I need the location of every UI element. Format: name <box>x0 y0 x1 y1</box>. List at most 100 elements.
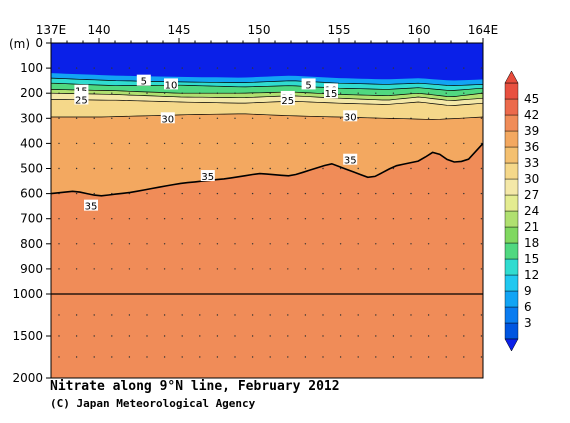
isoline-label-bg <box>136 74 151 86</box>
sample-dot <box>392 192 395 195</box>
isoline-label: 25 <box>75 95 88 106</box>
sample-dot <box>357 92 359 94</box>
sample-dot <box>234 192 236 195</box>
sample-dot <box>304 243 307 245</box>
sample-dot <box>181 356 183 358</box>
colorbar-label: 45 <box>524 92 539 106</box>
sample-dot <box>304 67 307 69</box>
sample-dot <box>445 92 447 94</box>
isoline-label-bg <box>343 153 358 165</box>
sample-dot <box>75 356 78 358</box>
sample-dot <box>111 335 113 337</box>
sample-dot <box>392 67 395 69</box>
sample-dot <box>128 117 131 120</box>
colorbar-label: 12 <box>524 268 539 282</box>
sample-dot <box>234 117 236 120</box>
sample-dot <box>234 314 236 316</box>
sample-dot <box>75 192 78 195</box>
sample-dot <box>199 314 201 316</box>
sample-dot <box>463 268 465 270</box>
sample-dot <box>445 356 447 358</box>
surface-band <box>51 43 483 81</box>
sample-dot <box>58 167 60 170</box>
sample-dot <box>392 314 395 316</box>
sample-dot <box>410 192 412 195</box>
sample-dot <box>128 167 131 170</box>
sample-dot <box>163 218 166 220</box>
isoline-label-bg <box>164 78 178 90</box>
sample-dot <box>234 142 236 145</box>
colorbar-label: 15 <box>524 252 539 266</box>
sample-dot <box>322 192 324 195</box>
sample-dot <box>251 356 254 358</box>
sample-dot <box>58 314 60 316</box>
sample-dot <box>322 356 324 358</box>
sample-dot <box>269 218 271 220</box>
sample-dot <box>375 335 377 337</box>
sample-dot <box>427 268 430 270</box>
sample-dot <box>357 356 359 358</box>
sample-dot <box>111 268 113 270</box>
sample-dot <box>58 67 60 69</box>
sample-dot <box>146 92 148 94</box>
x-tick-label: 155 <box>328 23 351 37</box>
sample-dot <box>111 243 113 245</box>
sample-dot <box>128 243 131 245</box>
sample-dot <box>269 314 271 316</box>
sample-dot <box>445 167 447 170</box>
sample-dot <box>339 268 342 270</box>
sample-dot <box>410 243 412 245</box>
sample-dot <box>269 268 271 270</box>
isoline-15 <box>51 89 483 97</box>
sample-dot <box>216 218 219 220</box>
sample-dot <box>93 268 95 270</box>
sample-dot <box>445 268 447 270</box>
sample-dot <box>445 142 447 145</box>
isoline-label-bg <box>74 84 89 96</box>
sample-dot <box>339 92 342 94</box>
sample-dot <box>410 335 412 337</box>
isoline-label: 15 <box>325 89 338 100</box>
sample-dot <box>216 117 219 120</box>
sample-dot <box>410 218 412 220</box>
sample-dot <box>216 192 219 195</box>
sample-dot <box>199 167 201 170</box>
isolines <box>51 77 483 197</box>
sample-dot <box>146 314 148 316</box>
sample-dot <box>216 356 219 358</box>
sample-dot <box>58 142 60 145</box>
sample-dot <box>111 356 113 358</box>
y-tick-label: 600 <box>20 187 43 201</box>
sample-dot <box>357 167 359 170</box>
y-tick-label: 0 <box>35 36 43 50</box>
sample-dot <box>339 314 342 316</box>
sample-dot <box>357 192 359 195</box>
sample-dot <box>339 117 342 120</box>
sample-dot <box>410 67 412 69</box>
sample-dot <box>322 314 324 316</box>
sample-dot <box>463 243 465 245</box>
sample-dot <box>322 117 324 120</box>
sample-dot <box>322 335 324 337</box>
colorbar-label: 21 <box>524 220 539 234</box>
sample-dot <box>427 218 430 220</box>
sample-dot <box>445 243 447 245</box>
y-tick-label: 100 <box>20 61 43 75</box>
sample-dot <box>410 142 412 145</box>
sample-dot <box>392 218 395 220</box>
sample-dot <box>93 192 95 195</box>
sample-dot <box>146 243 148 245</box>
colorbar-segment <box>504 114 519 132</box>
sample-dot <box>251 335 254 337</box>
sample-dot <box>427 142 430 145</box>
sample-dot <box>181 142 183 145</box>
sample-dot <box>181 335 183 337</box>
sample-dot <box>357 67 359 69</box>
sample-dot <box>75 67 78 69</box>
sample-dot <box>146 218 148 220</box>
sample-dot <box>216 142 219 145</box>
sample-dot <box>304 356 307 358</box>
x-tick-label: 145 <box>168 23 191 37</box>
y-tick-label: 800 <box>20 237 43 251</box>
sample-dot <box>251 167 254 170</box>
